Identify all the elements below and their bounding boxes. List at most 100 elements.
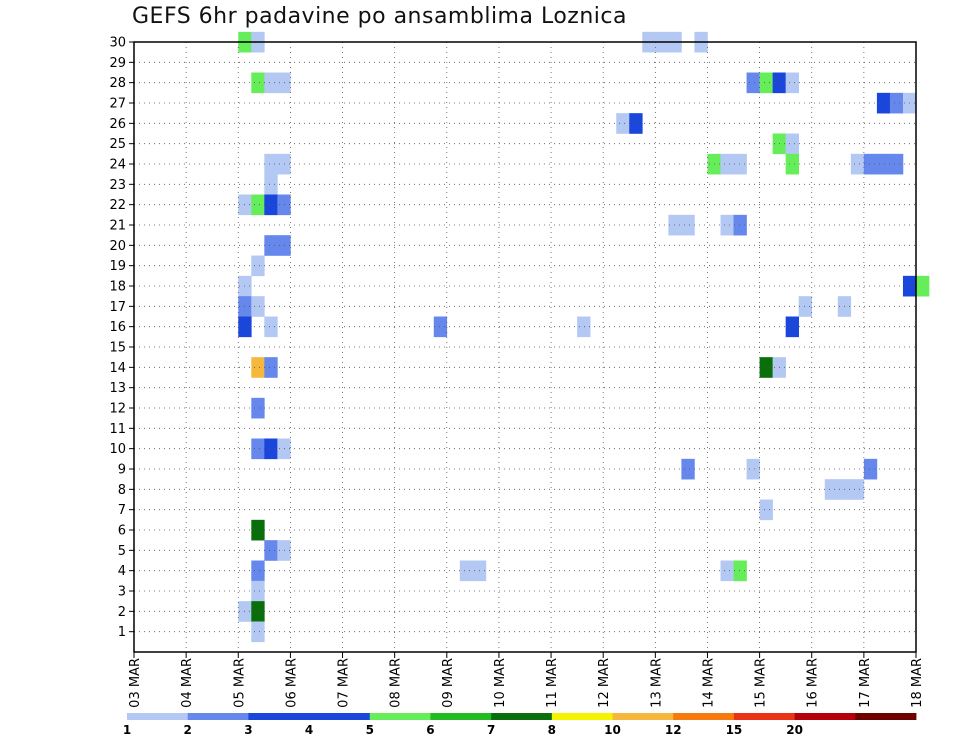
colorbar-label: 8: [548, 723, 556, 737]
y-tick-label: 24: [109, 158, 126, 173]
x-tick-label: 15 MAR: [754, 658, 769, 708]
precip-cell: [264, 235, 278, 256]
colorbar-label: 4: [305, 723, 313, 737]
colorbar-legend: 1 2 3 4 5 6 7 8 10 12 15 20: [123, 713, 917, 737]
precip-cell: [264, 194, 278, 216]
chart-title: GEFS 6hr padavine po ansamblima Loznica: [132, 4, 627, 29]
precip-cell: [759, 357, 773, 378]
x-tick-label: 13 MAR: [649, 658, 664, 708]
precip-cell: [889, 92, 904, 114]
precip-cell: [251, 397, 265, 419]
y-tick-label: 13: [109, 381, 126, 396]
precip-cell: [459, 560, 474, 582]
precip-cell: [251, 255, 265, 277]
precip-cell: [251, 621, 265, 643]
precip-cell: [733, 560, 747, 582]
x-tick-label: 16 MAR: [806, 658, 821, 708]
precip-cell: [876, 92, 891, 114]
precip-cell: [264, 174, 278, 195]
precip-cell: [720, 560, 734, 582]
x-tick-label: 14 MAR: [701, 658, 716, 708]
precip-cell: [720, 153, 734, 175]
precip-cell: [251, 296, 265, 317]
precip-cell: [433, 316, 448, 338]
precip-cell: [264, 153, 278, 175]
y-tick-label: 10: [109, 442, 126, 457]
colorbar-label: 12: [665, 723, 682, 737]
x-tick-label: 12 MAR: [597, 658, 612, 708]
precip-cell: [733, 153, 747, 175]
precip-cell: [264, 316, 278, 338]
colorbar-swatch: [855, 713, 917, 720]
y-tick-label: 3: [118, 585, 126, 600]
colorbar-swatch: [187, 713, 249, 720]
y-tick-label: 7: [118, 503, 126, 518]
y-tick-label: 1: [118, 625, 126, 640]
colorbar-label: 3: [244, 723, 252, 737]
y-tick-label: 29: [109, 56, 126, 71]
y-tick-label: 6: [118, 524, 126, 539]
precip-cell: [629, 113, 643, 134]
precip-cell: [720, 214, 734, 236]
colorbar-label: 20: [786, 723, 803, 737]
y-tick-label: 23: [109, 178, 126, 193]
colorbar-swatch: [673, 713, 735, 720]
x-tick-label: 17 MAR: [858, 658, 873, 708]
y-tick-label: 22: [109, 198, 126, 213]
colorbar-label: 5: [366, 723, 374, 737]
colorbar-swatch: [491, 713, 553, 720]
y-tick-label: 25: [109, 137, 126, 152]
colorbar-label: 6: [426, 723, 434, 737]
y-tick-label: 26: [109, 117, 126, 132]
y-axis: 1234567891011121314151617181920212223242…: [109, 36, 134, 640]
precip-cell: [251, 580, 265, 602]
y-tick-label: 9: [118, 463, 126, 478]
x-tick-label: 10 MAR: [493, 658, 508, 708]
precip-cell: [681, 458, 695, 480]
x-tick-label: 11 MAR: [545, 658, 560, 708]
precip-cell: [264, 438, 278, 460]
precip-cell: [824, 479, 839, 500]
x-tick-label: 08 MAR: [389, 658, 404, 708]
y-tick-label: 28: [109, 76, 126, 91]
precip-cell: [785, 133, 799, 155]
y-tick-label: 2: [118, 605, 126, 620]
precip-cell: [264, 72, 278, 94]
y-tick-label: 18: [109, 280, 126, 295]
y-tick-label: 15: [109, 341, 126, 356]
precip-cell: [785, 316, 799, 338]
precip-cell: [251, 72, 265, 94]
precip-cell: [668, 214, 682, 236]
precip-cell: [863, 153, 878, 175]
x-tick-label: 04 MAR: [180, 658, 195, 708]
y-tick-label: 4: [118, 564, 126, 579]
precip-cell: [616, 113, 630, 134]
colorbar-swatch: [612, 713, 674, 720]
y-tick-label: 21: [109, 219, 126, 234]
y-tick-label: 20: [109, 239, 126, 254]
y-tick-label: 19: [109, 259, 126, 274]
y-tick-label: 30: [109, 36, 126, 51]
precip-cell: [889, 153, 904, 175]
y-tick-label: 8: [118, 483, 126, 498]
y-tick-label: 14: [109, 361, 126, 376]
precip-cell: [577, 316, 591, 338]
colorbar-label: 10: [604, 723, 621, 737]
x-tick-label: 03 MAR: [128, 658, 143, 708]
grid-layer: [134, 41, 916, 652]
y-tick-label: 11: [109, 422, 126, 437]
precip-cell: [264, 357, 278, 378]
precip-cell: [251, 519, 265, 541]
precip-cell: [251, 438, 265, 460]
y-tick-label: 16: [109, 320, 126, 335]
precip-cell: [264, 540, 278, 561]
precip-cell: [746, 72, 760, 94]
x-tick-label: 09 MAR: [441, 658, 456, 708]
precip-cell: [251, 194, 265, 216]
precip-cell: [785, 72, 799, 94]
colorbar-swatch: [733, 713, 796, 720]
precip-cell: [681, 214, 695, 236]
precip-cell: [863, 458, 878, 480]
precip-cell: [759, 499, 773, 521]
